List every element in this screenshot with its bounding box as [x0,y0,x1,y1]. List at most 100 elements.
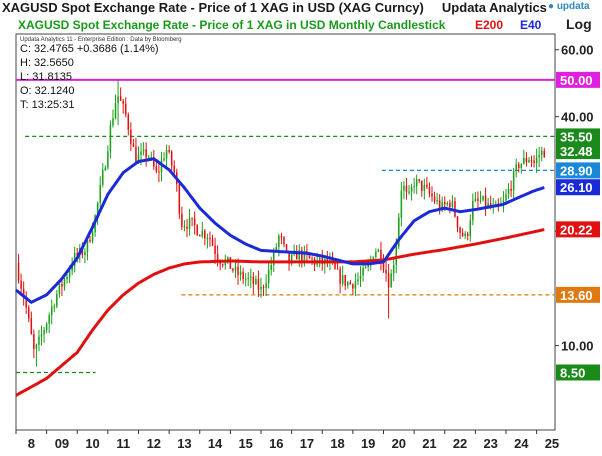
candle-body [242,271,244,280]
candle-body [540,150,543,155]
candle-body [56,294,58,307]
x-tick-label: 11 [116,436,130,451]
candle-body [403,185,405,191]
candle-body [418,179,420,181]
e200-line [15,228,545,397]
candle-body [484,195,487,207]
candle-body [357,279,359,282]
candle-body [387,273,390,288]
candle-body [441,202,443,210]
candle-body [214,245,216,255]
x-tick-label: 12 [147,436,161,451]
candle-body [168,150,170,152]
candle-body [451,201,454,207]
candle-body [520,163,523,169]
candle-body [140,151,142,156]
candle-body [61,283,63,287]
candle-body [507,188,510,195]
candle-body [505,194,507,201]
x-tick-label: 10 [85,436,99,451]
candle-body [367,265,369,268]
candle-body [415,179,418,187]
candle-body [160,160,163,173]
candle-body [428,186,431,194]
candle-body [104,167,107,171]
candle-body [206,238,209,240]
candle-body [211,238,214,246]
candle-body [40,334,43,337]
candle-body [400,190,403,218]
value-badge-label: 32.48 [560,144,593,159]
candle-body [525,158,528,163]
candle-body [265,283,267,288]
candle-body [124,103,127,115]
readout-time: T: 13:25:31 [20,99,75,111]
value-badge-val2 [556,221,600,238]
candle-body [495,203,497,205]
candle-body [385,269,387,274]
candle-body [107,151,109,168]
candle-body [137,155,140,164]
candle-body [510,188,512,191]
x-tick-label: 09 [55,436,69,451]
candle-body [530,159,533,161]
candle-body [30,318,33,335]
candle-body [260,286,262,290]
value-badge-lvl0 [556,71,600,88]
x-tick-label: 20 [392,436,406,451]
candle-body [262,286,265,288]
candle-body [502,200,505,204]
candle-body [318,257,321,261]
x-tick-label: 23 [483,436,497,451]
candle-body [117,96,119,104]
x-tick-label: 15 [238,436,252,451]
candle-body [443,202,446,205]
candle-body [543,150,546,158]
candle-body [334,262,336,269]
candle-body [221,264,224,266]
candle-body [239,271,242,276]
candle-body [170,151,173,166]
candle-body [257,279,260,290]
candle-body [155,166,158,172]
candle-body [153,157,155,167]
candle-body [456,216,459,228]
candle-body [528,159,530,163]
candle-body [446,202,449,205]
updata-logo: ● updata [548,1,590,12]
candle-body [413,186,415,188]
candle-body [183,226,186,228]
candle-body [477,198,479,201]
candle-body [311,258,313,260]
candle-body [35,344,38,349]
candle-body [347,282,349,286]
candle-body [517,164,520,169]
candle-body [76,252,79,256]
candle-body [142,149,145,152]
candle-body [127,114,130,130]
x-tick-label: 24 [514,436,529,451]
candle-body [250,276,252,279]
candle-body [382,261,385,270]
x-tick-label: 21 [422,436,436,451]
value-badge-lvl3 [556,286,600,303]
value-badge-label: 13.60 [560,288,593,303]
chart-title-line: XAGUSD Spot Exchange Rate - Price of 1 X… [2,0,547,15]
candle-body [20,280,22,289]
candle-body [349,282,352,285]
candle-body [86,239,89,253]
readout-high: H: 32.5650 [20,57,74,69]
candle-body [188,217,191,229]
candle-body [336,268,339,270]
candle-body [22,288,25,299]
value-badge-val1 [556,179,600,196]
candle-body [459,227,461,233]
candle-body [431,193,433,197]
candle-body [99,184,101,203]
candle-body [119,96,122,101]
candle-body [405,185,408,193]
readout-open: O: 32.1240 [20,85,75,97]
candle-body [364,267,367,269]
candle-body [96,202,99,216]
